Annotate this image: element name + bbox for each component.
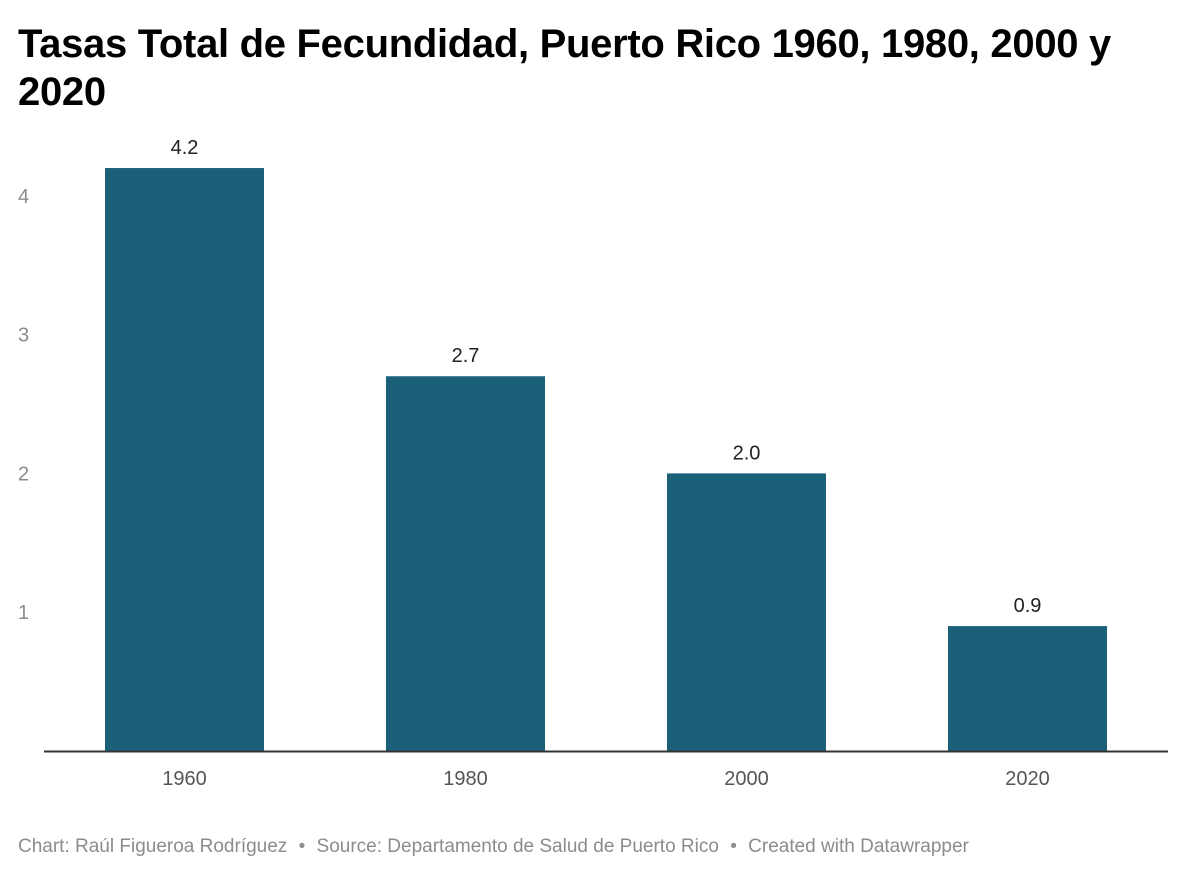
y-axis-ticks: 1 2 3 4 xyxy=(18,186,29,624)
chart-footer: Chart: Raúl Figueroa Rodríguez • Source:… xyxy=(18,836,969,858)
bar[interactable] xyxy=(105,168,264,752)
x-tick-label: 1980 xyxy=(443,768,488,790)
bars-group: 4.2 2.7 2.0 0.9 xyxy=(105,137,1107,752)
bar[interactable] xyxy=(667,473,826,751)
chart-title: Tasas Total de Fecundidad, Puerto Rico 1… xyxy=(18,22,1111,114)
datawrapper-link[interactable]: Created with Datawrapper xyxy=(748,836,969,857)
y-tick-label: 1 xyxy=(18,602,29,624)
source-link[interactable]: Source: Departamento de Salud de Puerto … xyxy=(316,836,719,857)
chart-credit: Chart: Raúl Figueroa Rodríguez xyxy=(18,836,288,857)
x-tick-label: 2020 xyxy=(1005,768,1050,790)
y-tick-label: 2 xyxy=(18,463,29,485)
x-axis-labels: 1960 1980 2000 2020 xyxy=(162,768,1050,790)
bar[interactable] xyxy=(386,376,545,751)
footer-separator: • xyxy=(298,836,306,857)
bar-value-label: 2.7 xyxy=(452,345,480,367)
y-tick-label: 4 xyxy=(18,186,29,208)
x-tick-label: 2000 xyxy=(724,768,769,790)
bar-value-label: 0.9 xyxy=(1014,595,1042,617)
y-tick-label: 3 xyxy=(18,325,29,347)
bar-value-label: 2.0 xyxy=(733,442,761,464)
footer-separator: • xyxy=(730,836,737,857)
x-tick-label: 1960 xyxy=(162,768,207,790)
bar[interactable] xyxy=(948,626,1107,751)
bar-value-label: 4.2 xyxy=(171,137,199,159)
